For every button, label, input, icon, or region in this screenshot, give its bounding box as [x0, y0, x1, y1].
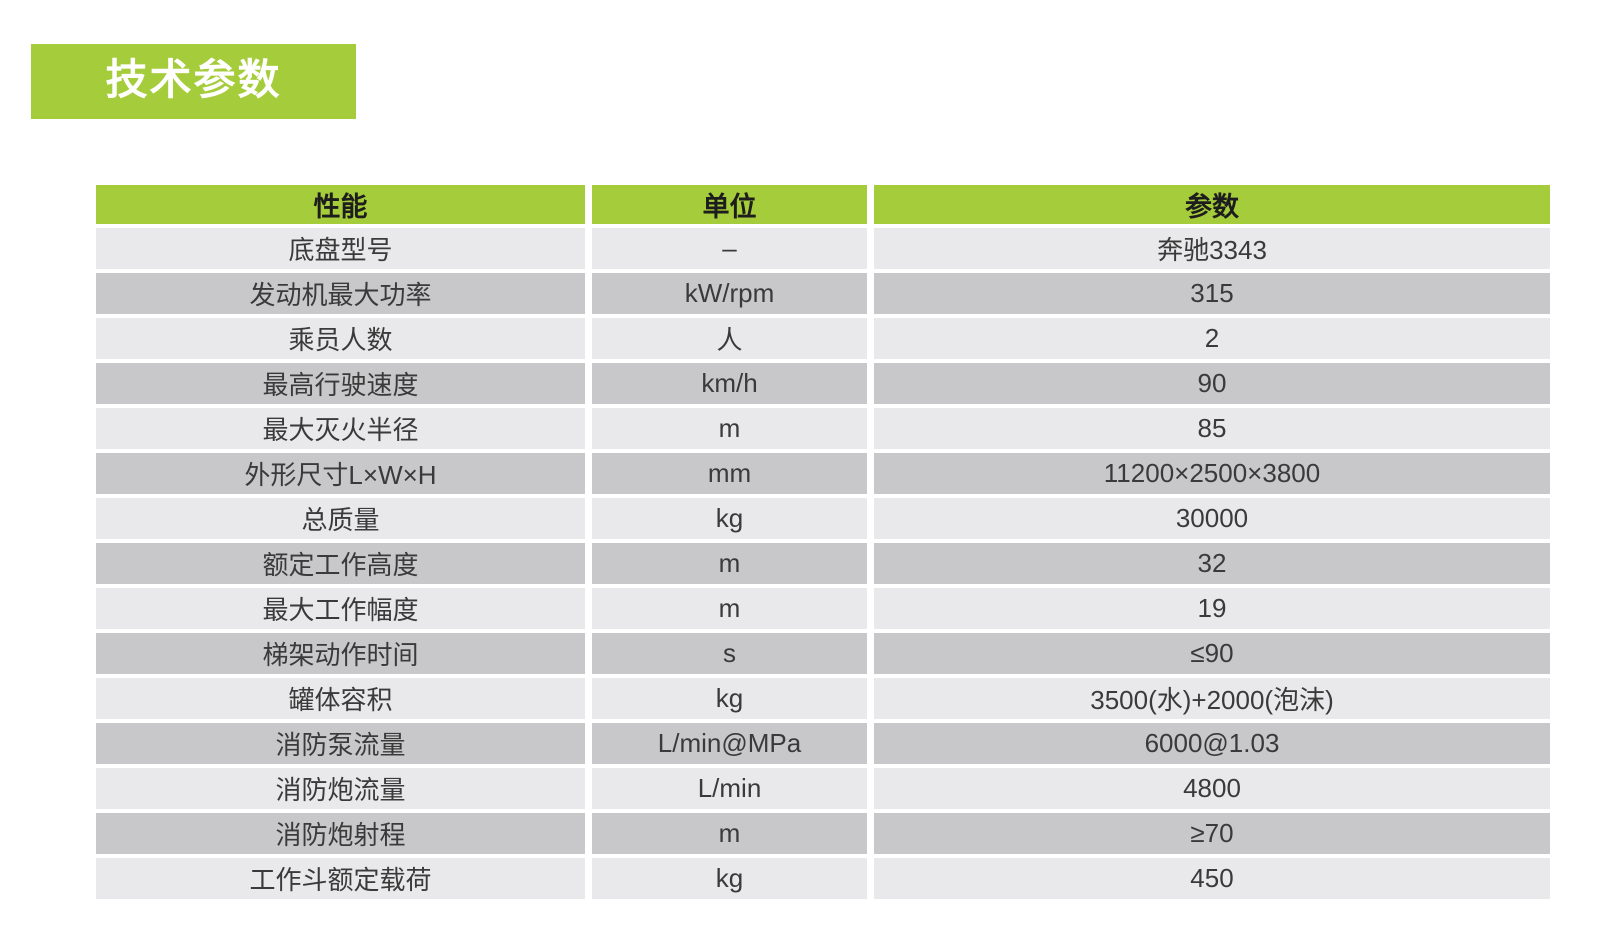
cell-unit: mm	[592, 453, 874, 498]
section-title-box: 技术参数	[31, 44, 356, 119]
cell-unit: L/min@MPa	[592, 723, 874, 768]
spec-table-head: 性能 单位 参数	[96, 185, 1550, 228]
column-header-performance: 性能	[96, 185, 592, 228]
cell-unit: m	[592, 543, 874, 588]
table-row: 最大工作幅度 m 19	[96, 588, 1550, 633]
column-header-parameter: 参数	[874, 185, 1550, 228]
cell-parameter: 450	[874, 858, 1550, 903]
cell-performance: 消防泵流量	[96, 723, 592, 768]
cell-performance: 最大工作幅度	[96, 588, 592, 633]
column-header-unit: 单位	[592, 185, 874, 228]
cell-parameter: 90	[874, 363, 1550, 408]
cell-parameter: 32	[874, 543, 1550, 588]
table-row: 最高行驶速度 km/h 90	[96, 363, 1550, 408]
cell-parameter: ≤90	[874, 633, 1550, 678]
cell-performance: 最高行驶速度	[96, 363, 592, 408]
table-header-row: 性能 单位 参数	[96, 185, 1550, 228]
cell-unit: m	[592, 408, 874, 453]
page-title: 技术参数	[105, 55, 282, 103]
cell-performance: 总质量	[96, 498, 592, 543]
table-row: 额定工作高度 m 32	[96, 543, 1550, 588]
cell-unit: kg	[592, 678, 874, 723]
cell-parameter: 85	[874, 408, 1550, 453]
cell-performance: 消防炮射程	[96, 813, 592, 858]
cell-performance: 底盘型号	[96, 228, 592, 273]
cell-performance: 消防炮流量	[96, 768, 592, 813]
cell-parameter: 315	[874, 273, 1550, 318]
table-row: 消防泵流量 L/min@MPa 6000@1.03	[96, 723, 1550, 768]
cell-parameter: 3500(水)+2000(泡沫)	[874, 678, 1550, 723]
cell-unit: kg	[592, 858, 874, 903]
cell-parameter: 奔驰3343	[874, 228, 1550, 273]
cell-performance: 梯架动作时间	[96, 633, 592, 678]
cell-unit: s	[592, 633, 874, 678]
cell-unit: m	[592, 813, 874, 858]
spec-table-body: 底盘型号 – 奔驰3343 发动机最大功率 kW/rpm 315 乘员人数人 2 最高行驶速度 k…	[96, 228, 1550, 903]
cell-parameter: 30000	[874, 498, 1550, 543]
cell-unit: kW/rpm	[592, 273, 874, 318]
cell-parameter: 2	[874, 318, 1550, 363]
table-row: 最大灭火半径 m 85	[96, 408, 1550, 453]
cell-unit: kg	[592, 498, 874, 543]
spec-table: 性能 单位 参数 底盘型号 – 奔驰3343 发动机最大功率 kW/rpm 315 乘员人数…	[96, 185, 1550, 903]
cell-parameter: 11200×2500×3800	[874, 453, 1550, 498]
table-row: 乘员人数人 2	[96, 318, 1550, 363]
table-row: 外形尺寸L×W×H mm 11200×2500×3800	[96, 453, 1550, 498]
table-row: 总质量 kg 30000	[96, 498, 1550, 543]
table-row: 罐体容积 kg 3500(水)+2000(泡沫)	[96, 678, 1550, 723]
cell-unit: L/min	[592, 768, 874, 813]
cell-performance: 最大灭火半径	[96, 408, 592, 453]
table-row: 工作斗额定载荷 kg 450	[96, 858, 1550, 903]
cell-parameter: ≥70	[874, 813, 1550, 858]
cell-performance: 额定工作高度	[96, 543, 592, 588]
cell-performance: 乘员人数	[96, 318, 592, 363]
table-row: 消防炮射程 m ≥70	[96, 813, 1550, 858]
cell-parameter: 19	[874, 588, 1550, 633]
cell-performance: 外形尺寸L×W×H	[96, 453, 592, 498]
cell-unit: km/h	[592, 363, 874, 408]
cell-unit: m	[592, 588, 874, 633]
cell-performance: 工作斗额定载荷	[96, 858, 592, 903]
table-row: 底盘型号 – 奔驰3343	[96, 228, 1550, 273]
cell-performance: 发动机最大功率	[96, 273, 592, 318]
table-row: 消防炮流量 L/min 4800	[96, 768, 1550, 813]
cell-parameter: 4800	[874, 768, 1550, 813]
cell-performance: 罐体容积	[96, 678, 592, 723]
cell-unit: –	[592, 228, 874, 273]
cell-parameter: 6000@1.03	[874, 723, 1550, 768]
cell-unit: 人	[592, 318, 874, 363]
table-row: 发动机最大功率 kW/rpm 315	[96, 273, 1550, 318]
table-row: 梯架动作时间 s ≤90	[96, 633, 1550, 678]
